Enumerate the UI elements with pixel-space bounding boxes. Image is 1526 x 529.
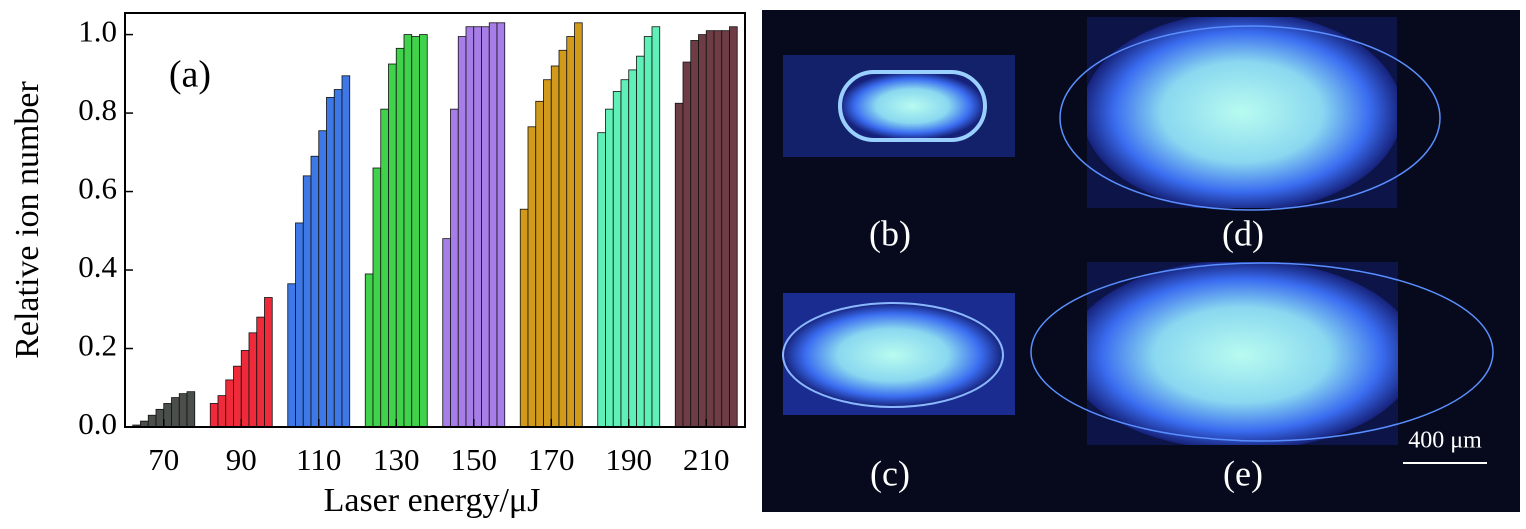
bar <box>682 61 692 428</box>
bar <box>527 126 537 428</box>
panel-label: (d) <box>1222 213 1264 253</box>
bar <box>465 26 475 428</box>
bar <box>310 155 320 428</box>
bar <box>496 22 506 428</box>
bar <box>721 30 730 428</box>
x-tick-label: 170 <box>528 442 575 477</box>
bar <box>605 108 614 428</box>
bar <box>372 167 382 428</box>
bar <box>233 365 242 428</box>
bar <box>333 89 343 428</box>
bar <box>341 75 351 428</box>
bar <box>403 34 413 428</box>
bar <box>519 208 529 428</box>
scale-bar-label: 400 μm <box>1408 428 1482 454</box>
ion-crystal <box>838 70 987 142</box>
bar <box>147 414 157 428</box>
bar <box>388 63 397 428</box>
bar <box>395 47 405 428</box>
bar <box>155 408 165 428</box>
x-tick-label: 90 <box>226 442 257 477</box>
bar <box>225 379 234 428</box>
panel-label: (b) <box>869 213 911 253</box>
y-tick-label: 0.8 <box>78 92 117 127</box>
bar <box>620 79 630 428</box>
bar <box>535 100 544 428</box>
bar <box>364 273 374 428</box>
bar <box>380 108 389 428</box>
bar <box>302 175 312 428</box>
bar <box>628 69 637 428</box>
bar <box>558 49 568 428</box>
bar <box>411 36 420 428</box>
bar <box>209 403 219 428</box>
x-tick-label: 210 <box>683 442 730 477</box>
panel-label: (c) <box>870 453 910 493</box>
bar <box>690 40 699 428</box>
bar <box>163 403 172 428</box>
bar <box>217 395 227 428</box>
bar <box>705 30 715 428</box>
bar <box>481 26 490 428</box>
bar <box>543 79 552 428</box>
bar <box>178 393 188 428</box>
bar <box>318 130 327 428</box>
bar <box>473 26 482 428</box>
bar <box>713 30 723 428</box>
x-tick-label: 150 <box>451 442 498 477</box>
bar <box>698 34 707 428</box>
bar <box>488 22 498 428</box>
x-tick-label: 70 <box>148 442 179 477</box>
y-tick-label: 0.6 <box>78 171 117 206</box>
bar <box>729 26 738 428</box>
bar <box>264 297 273 428</box>
plot-frame <box>124 12 746 428</box>
bar <box>186 391 196 428</box>
bar <box>419 34 428 428</box>
x-tick-label: 190 <box>606 442 653 477</box>
y-tick-label: 0.4 <box>78 249 117 284</box>
image-panel: (b) (d) (c) (e) 400 μm <box>762 10 1520 512</box>
bar <box>674 102 684 428</box>
bar <box>256 316 265 428</box>
y-tick-label: 1.0 <box>78 14 117 49</box>
bar <box>550 65 560 428</box>
bar <box>457 36 467 428</box>
bar <box>566 36 575 428</box>
y-tick-label: 0.2 <box>78 328 117 363</box>
panel-label: (e) <box>1223 453 1263 493</box>
bar <box>248 332 258 428</box>
ion-crystal <box>1087 262 1398 445</box>
bar <box>636 55 645 428</box>
x-tick-label: 110 <box>296 442 341 477</box>
y-axis-label: Relative ion number <box>9 81 46 359</box>
outline <box>1059 25 1441 211</box>
panel-label: (a) <box>169 54 211 96</box>
bar <box>612 91 622 428</box>
x-axis-label: Laser energy/μJ <box>324 482 541 519</box>
x-tick-label: 130 <box>373 442 420 477</box>
y-tick-label: 0.0 <box>78 406 117 441</box>
bar <box>240 350 250 428</box>
bar <box>287 283 296 428</box>
bar <box>574 22 583 428</box>
bar <box>171 397 180 428</box>
bar <box>442 238 451 428</box>
bar <box>597 132 606 428</box>
bar <box>643 36 653 428</box>
outline <box>1030 262 1494 442</box>
ion-crystal <box>782 302 1004 408</box>
bar <box>295 222 304 428</box>
bar <box>326 96 335 428</box>
bar <box>651 26 661 428</box>
bar <box>450 108 459 428</box>
ion-crystal <box>1087 17 1397 208</box>
